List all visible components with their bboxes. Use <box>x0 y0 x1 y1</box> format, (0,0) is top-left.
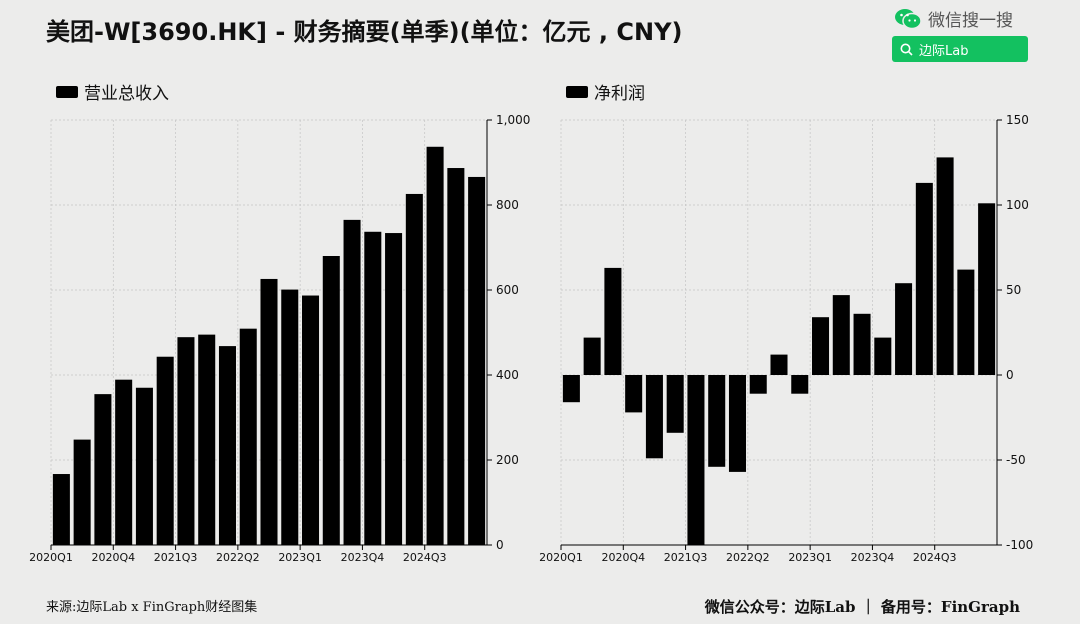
page-title: 美团-W[3690.HK] - 财务摘要(单季)(单位：亿元 , CNY) <box>46 18 683 46</box>
net-profit-y-tick-label: 0 <box>1006 368 1014 382</box>
revenue-x-tick-label: 2022Q2 <box>216 551 260 564</box>
revenue-bar-2023Q2 <box>322 256 340 545</box>
net-profit-y-tick-label: 100 <box>1006 198 1029 212</box>
net-profit-bar-2024Q2 <box>915 182 933 375</box>
wechat-icon <box>895 8 922 29</box>
net-profit-x-tick-label: 2024Q3 <box>913 551 957 564</box>
net-profit-bar-2023Q3 <box>853 313 871 375</box>
revenue-bar-2024Q2 <box>405 193 423 545</box>
account-note: 微信公众号：边际Lab ｜ 备用号：FinGraph <box>704 598 1020 616</box>
revenue-bar-2020Q3 <box>94 394 112 545</box>
net-profit-bar-2020Q1 <box>562 375 580 403</box>
revenue-y-tick-label: 400 <box>496 368 519 382</box>
legend-revenue: 营业总收入 <box>56 79 169 104</box>
net-profit-bar-2024Q3 <box>936 157 954 375</box>
net-profit-bar-2022Q2 <box>749 375 767 394</box>
source-note: 来源:边际Lab x FinGraph财经图集 <box>46 600 258 615</box>
legend-label-net-profit: 净利润 <box>594 84 645 104</box>
net-profit-y-tick-label: -50 <box>1006 453 1026 467</box>
revenue-bar-2025Q1 <box>468 176 486 545</box>
revenue-x-tick-label: 2023Q4 <box>341 551 385 564</box>
net-profit-bar-2022Q3 <box>770 354 788 375</box>
revenue-x-tick-label: 2020Q4 <box>91 551 135 564</box>
wechat-search-button[interactable]: 边际Lab <box>892 36 1028 62</box>
net-profit-bar-2021Q2 <box>666 375 684 433</box>
legend-swatch-net-profit <box>566 85 588 98</box>
net-profit-bar-2020Q2 <box>583 337 601 375</box>
revenue-bar-2020Q2 <box>73 439 91 545</box>
revenue-chart: 0 200 400 600 800 1,000 2020Q1 2020Q4 2021Q3 2022… <box>29 113 530 564</box>
net-profit-bar-2021Q4 <box>708 375 726 467</box>
net-profit-bar-2020Q4 <box>625 375 643 413</box>
revenue-bar-2022Q2 <box>239 328 257 545</box>
revenue-bar-2022Q3 <box>260 278 278 545</box>
legend-swatch-revenue <box>56 85 78 98</box>
revenue-bar-2024Q3 <box>426 146 444 545</box>
net-profit-bar-2022Q4 <box>791 375 809 394</box>
revenue-bar-2022Q1 <box>218 346 236 545</box>
net-profit-x-tick-label: 2023Q4 <box>851 551 895 564</box>
revenue-bar-2021Q1 <box>135 387 153 545</box>
net-profit-y-tick-label: 150 <box>1006 113 1029 127</box>
revenue-x-tick-label: 2023Q1 <box>278 551 322 564</box>
revenue-y-tick-label: 800 <box>496 198 519 212</box>
revenue-x-tick-label: 2024Q3 <box>403 551 447 564</box>
net-profit-bar-2021Q1 <box>645 375 663 459</box>
revenue-y-tick-label: 600 <box>496 283 519 297</box>
search-icon <box>900 43 913 56</box>
net-profit-bar-2020Q3 <box>604 267 622 375</box>
revenue-bar-2020Q1 <box>52 474 70 545</box>
legend-net-profit: 净利润 <box>566 79 645 104</box>
net-profit-bar-2022Q1 <box>728 375 746 472</box>
net-profit-x-tick-label: 2023Q1 <box>788 551 832 564</box>
revenue-bar-2023Q1 <box>302 295 320 545</box>
wechat-search-brand: 微信搜一搜 <box>894 6 1013 31</box>
net-profit-y-tick-label: 50 <box>1006 283 1021 297</box>
net-profit-bar-2023Q2 <box>832 295 850 375</box>
net-profit-bar-2024Q4 <box>957 269 975 375</box>
revenue-bar-2022Q4 <box>281 289 299 545</box>
legend-label-revenue: 营业总收入 <box>84 84 169 104</box>
revenue-x-tick-label: 2021Q3 <box>154 551 198 564</box>
revenue-bar-2023Q3 <box>343 219 361 545</box>
revenue-bar-2024Q4 <box>447 168 465 545</box>
net-profit-x-tick-label: 2020Q1 <box>539 551 583 564</box>
revenue-bar-2021Q2 <box>156 356 174 545</box>
net-profit-x-tick-label: 2020Q4 <box>601 551 645 564</box>
net-profit-y-tick-label: -100 <box>1006 538 1033 552</box>
net-profit-bar-2023Q1 <box>812 317 830 375</box>
net-profit-chart: -100 -50 0 50 100 150 2020Q1 2020Q4 2021Q3 2022Q2… <box>539 113 1033 564</box>
net-profit-bar-2021Q3 <box>687 375 705 545</box>
revenue-bar-2021Q3 <box>177 337 195 545</box>
revenue-bar-2023Q4 <box>364 231 382 545</box>
search-query-text: 边际Lab <box>919 43 969 59</box>
net-profit-bar-2024Q1 <box>895 283 913 375</box>
wechat-search-label: 微信搜一搜 <box>928 11 1013 31</box>
revenue-bar-2024Q1 <box>385 233 403 546</box>
net-profit-x-tick-label: 2022Q2 <box>726 551 770 564</box>
net-profit-x-tick-label: 2021Q3 <box>664 551 708 564</box>
net-profit-bar-2023Q4 <box>874 337 892 375</box>
revenue-bar-2020Q4 <box>115 379 133 545</box>
revenue-bar-2021Q4 <box>198 334 216 545</box>
revenue-y-tick-label: 0 <box>496 538 504 552</box>
revenue-y-tick-label: 1,000 <box>496 113 530 127</box>
revenue-y-tick-label: 200 <box>496 453 519 467</box>
revenue-x-tick-label: 2020Q1 <box>29 551 73 564</box>
net-profit-bar-2025Q1 <box>978 203 996 375</box>
